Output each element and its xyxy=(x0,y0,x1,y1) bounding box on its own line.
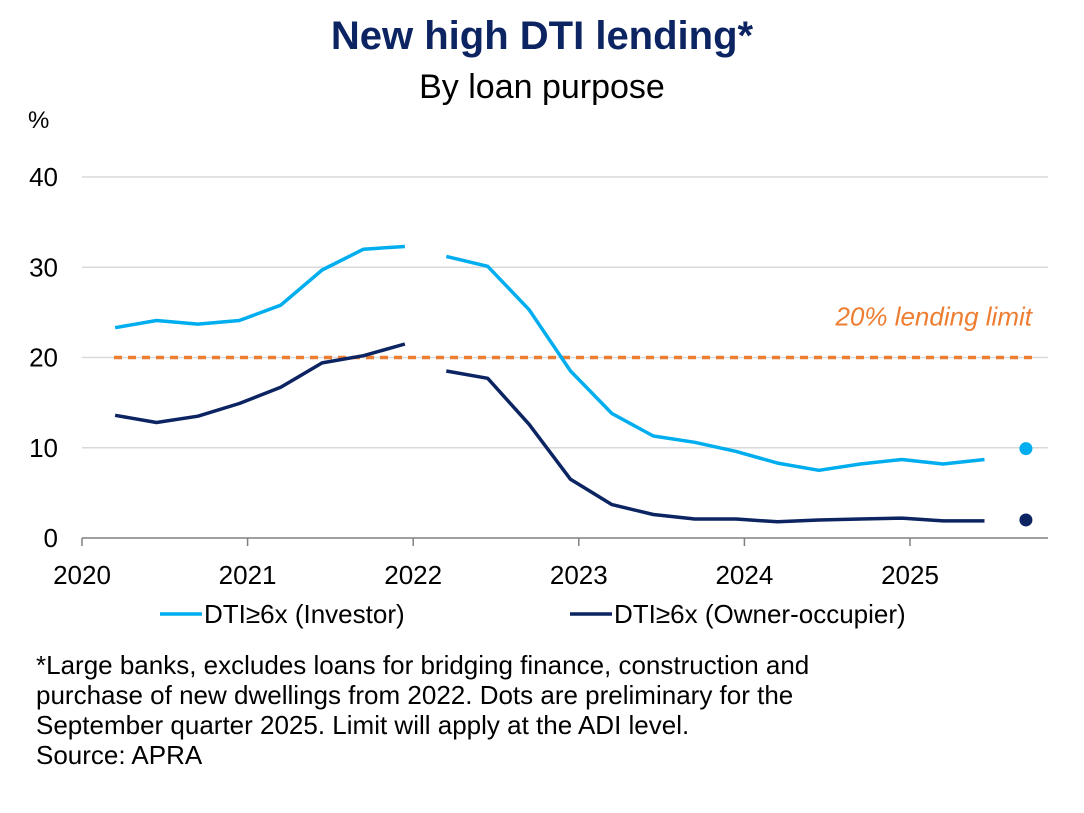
y-tick-label: 30 xyxy=(29,252,58,282)
legend-label: DTI≥6x (Investor) xyxy=(204,599,405,629)
chart-title: New high DTI lending* xyxy=(330,14,754,58)
footnote-source: Source: APRA xyxy=(36,740,203,770)
series-line-owner-occupier xyxy=(445,369,985,524)
y-tick-label: 10 xyxy=(29,433,58,463)
lending-limit-label: 20% lending limit xyxy=(834,302,1033,332)
series-line-owner-occupier xyxy=(114,342,406,425)
y-axis-label: % xyxy=(28,107,49,134)
preliminary-dot xyxy=(1019,442,1033,456)
footnote-line: *Large banks, excludes loans for bridgin… xyxy=(36,650,810,680)
x-tick-label: 2025 xyxy=(881,560,939,590)
x-tick-label: 2022 xyxy=(384,560,442,590)
x-tick-label: 2020 xyxy=(53,560,111,590)
x-tick-label: 2021 xyxy=(219,560,277,590)
preliminary-dot xyxy=(1019,513,1033,527)
y-tick-label: 0 xyxy=(44,523,58,553)
footnote-line: September quarter 2025. Limit will apply… xyxy=(36,710,690,740)
y-tick-label: 40 xyxy=(29,162,58,192)
x-tick-label: 2024 xyxy=(715,560,773,590)
legend-label: DTI≥6x (Owner-occupier) xyxy=(614,599,906,629)
footnote: *Large banks, excludes loans for bridgin… xyxy=(36,650,1036,770)
footnote-line: purchase of new dwellings from 2022. Dot… xyxy=(36,680,794,710)
series-line-investor xyxy=(114,244,406,330)
y-tick-label: 20 xyxy=(29,343,58,373)
chart-subtitle: By loan purpose xyxy=(419,68,665,106)
series-line-investor xyxy=(445,254,985,473)
x-tick-label: 2023 xyxy=(550,560,608,590)
